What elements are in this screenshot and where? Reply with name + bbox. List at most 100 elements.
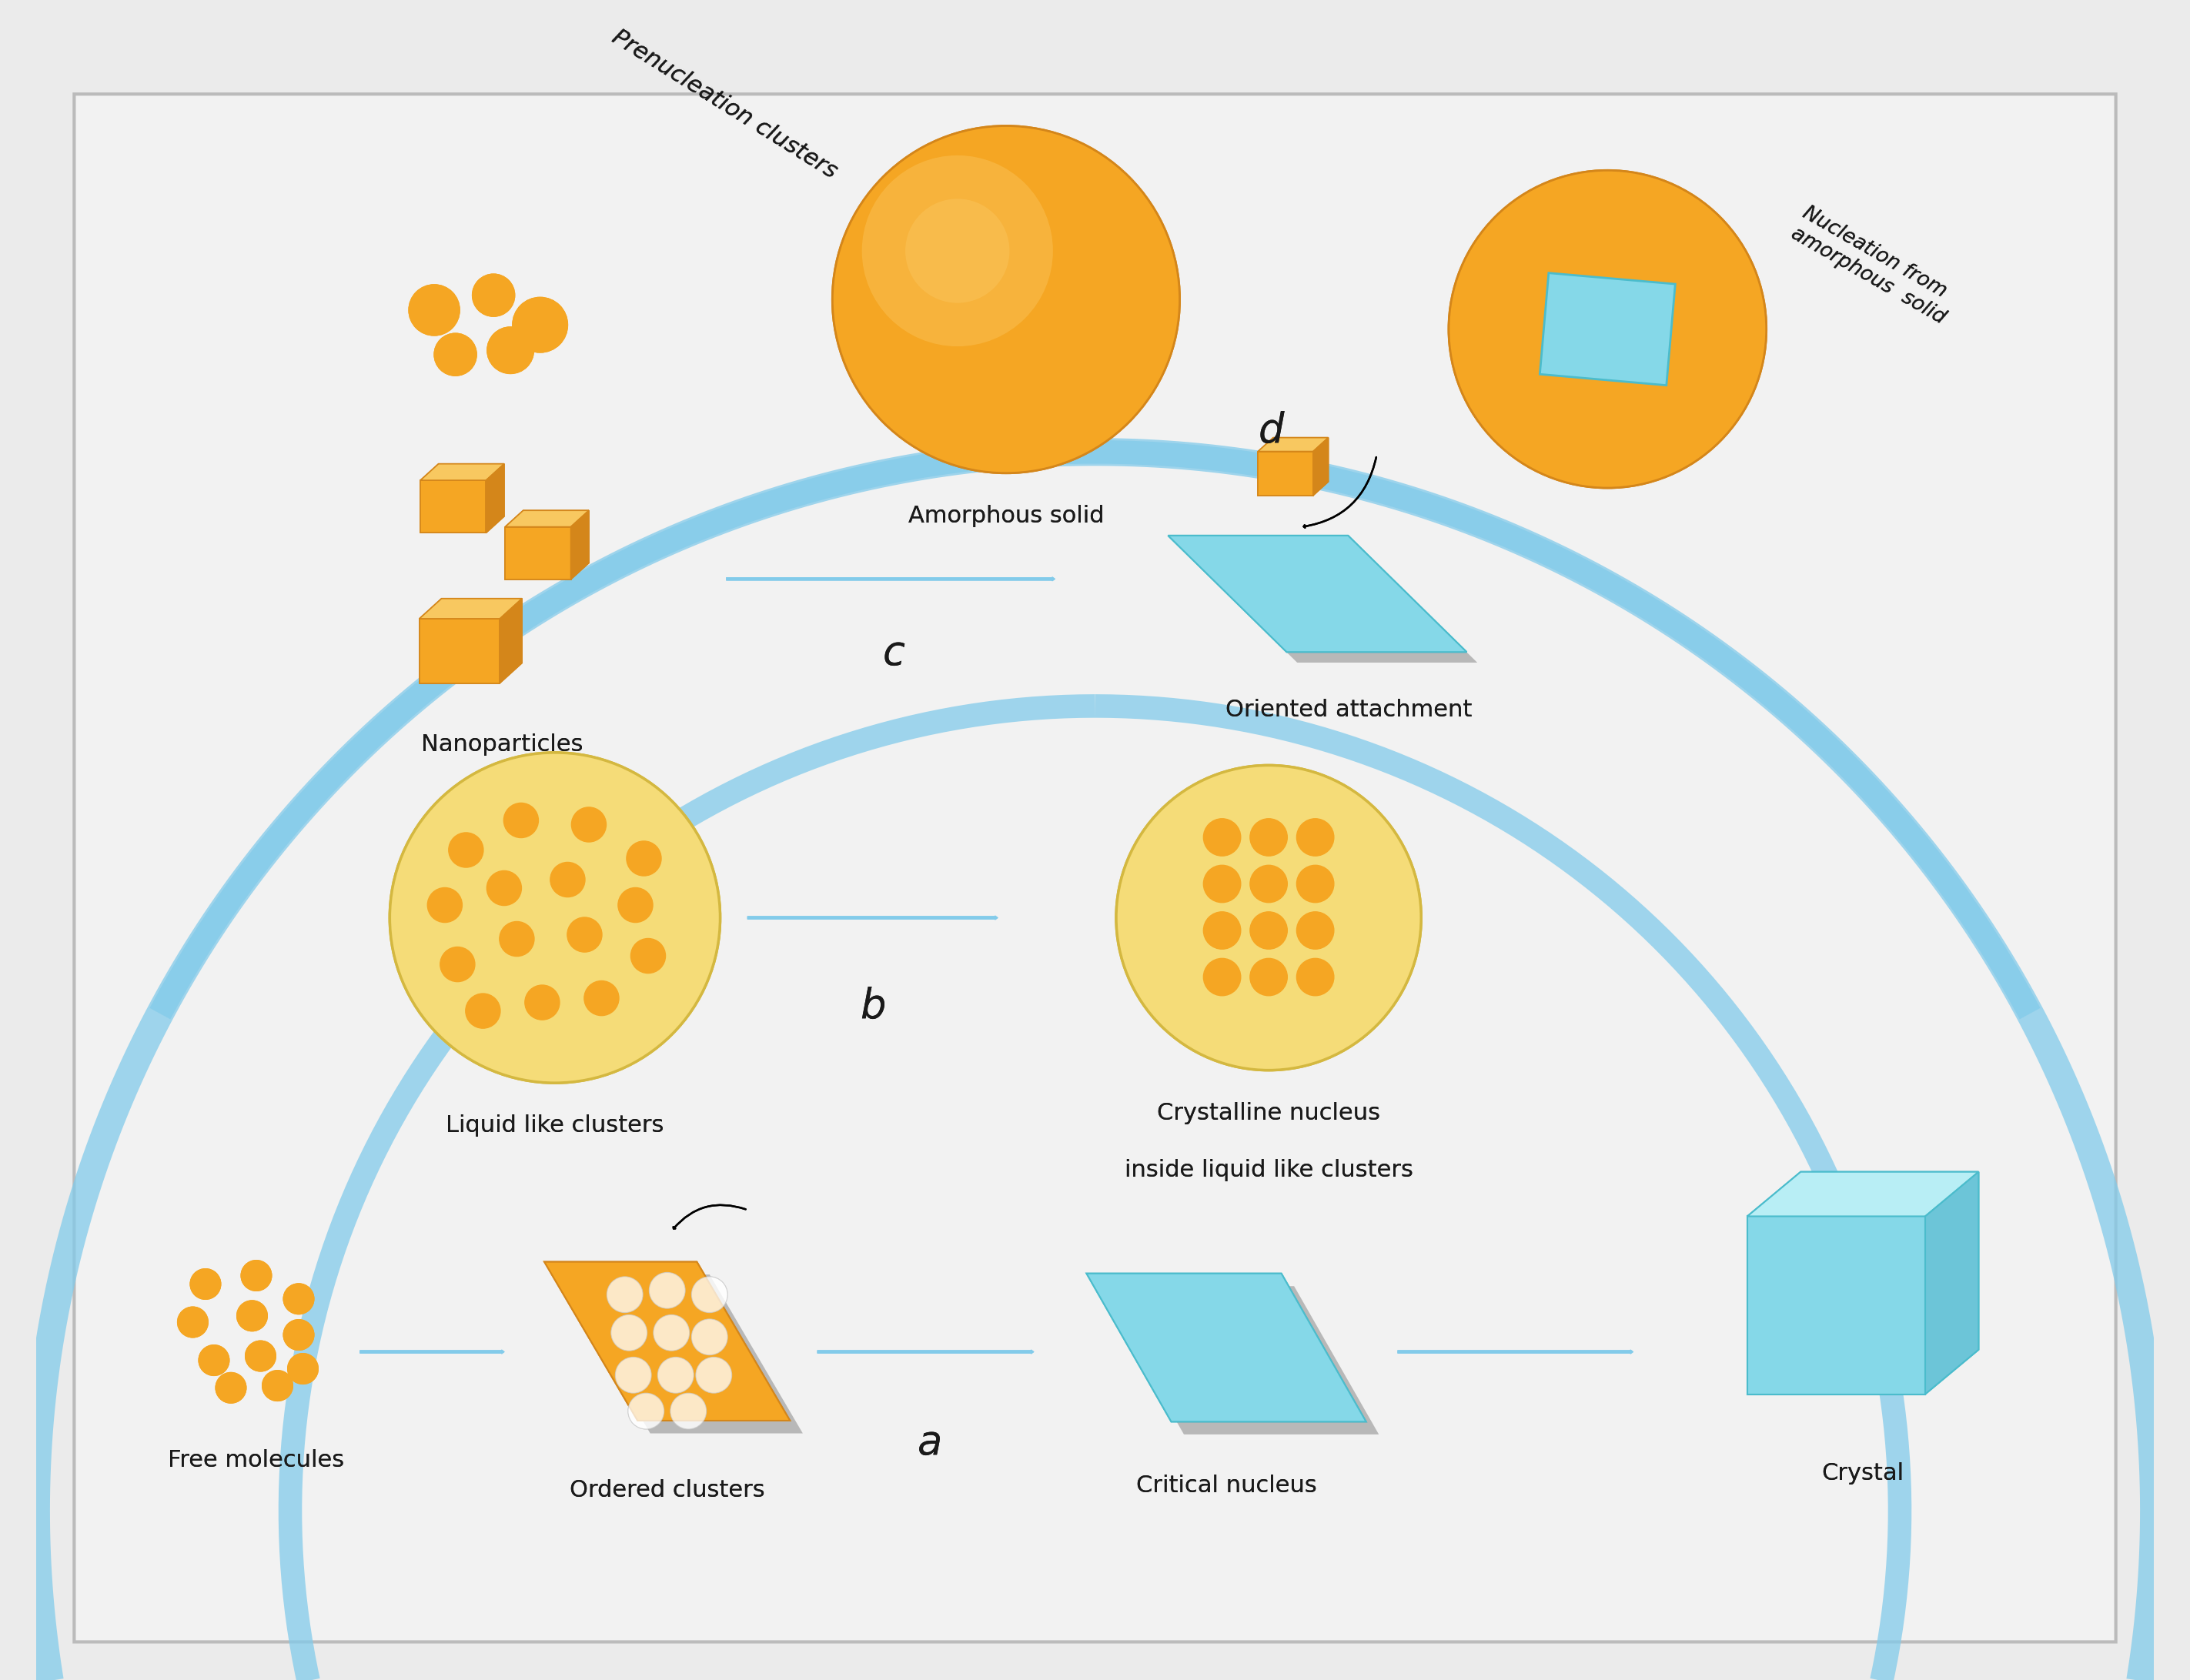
Circle shape bbox=[1250, 912, 1288, 949]
Polygon shape bbox=[499, 598, 521, 684]
Polygon shape bbox=[1748, 1173, 1978, 1216]
Circle shape bbox=[696, 1357, 731, 1393]
Circle shape bbox=[904, 198, 1010, 302]
Circle shape bbox=[863, 155, 1053, 346]
Text: Free molecules: Free molecules bbox=[169, 1450, 344, 1472]
Circle shape bbox=[486, 870, 521, 906]
Circle shape bbox=[199, 1346, 230, 1376]
Polygon shape bbox=[486, 464, 504, 533]
Circle shape bbox=[1296, 958, 1334, 996]
Circle shape bbox=[1250, 865, 1288, 902]
Circle shape bbox=[653, 1315, 690, 1351]
Polygon shape bbox=[420, 480, 486, 533]
Text: Liquid like clusters: Liquid like clusters bbox=[447, 1114, 664, 1137]
Circle shape bbox=[692, 1277, 727, 1312]
FancyArrowPatch shape bbox=[727, 578, 1056, 581]
Text: Prenucleation clusters: Prenucleation clusters bbox=[609, 25, 841, 183]
Circle shape bbox=[434, 333, 477, 376]
Circle shape bbox=[410, 284, 460, 336]
Circle shape bbox=[653, 1315, 690, 1351]
Circle shape bbox=[1296, 818, 1334, 855]
Circle shape bbox=[473, 274, 515, 316]
Text: Liquid like clusters: Liquid like clusters bbox=[447, 1114, 664, 1137]
Polygon shape bbox=[1099, 1287, 1380, 1435]
Circle shape bbox=[1296, 865, 1334, 902]
Polygon shape bbox=[572, 511, 589, 580]
Circle shape bbox=[832, 126, 1180, 474]
Circle shape bbox=[615, 1357, 650, 1393]
Polygon shape bbox=[420, 480, 486, 533]
Circle shape bbox=[499, 922, 534, 956]
Circle shape bbox=[177, 1307, 208, 1337]
Circle shape bbox=[618, 887, 653, 922]
Circle shape bbox=[1205, 912, 1242, 949]
Circle shape bbox=[611, 1315, 646, 1351]
Circle shape bbox=[512, 297, 567, 353]
Polygon shape bbox=[420, 464, 504, 480]
Text: inside liquid like clusters: inside liquid like clusters bbox=[1123, 1159, 1413, 1181]
Text: Critical nucleus: Critical nucleus bbox=[1137, 1475, 1316, 1497]
Circle shape bbox=[1205, 865, 1242, 902]
Polygon shape bbox=[486, 464, 504, 533]
Text: Nanoparticles: Nanoparticles bbox=[420, 734, 583, 756]
Circle shape bbox=[567, 917, 602, 953]
Text: a: a bbox=[918, 1423, 942, 1463]
Circle shape bbox=[585, 981, 620, 1016]
Polygon shape bbox=[1167, 536, 1467, 652]
Circle shape bbox=[191, 1268, 221, 1299]
FancyArrowPatch shape bbox=[727, 578, 1056, 581]
Polygon shape bbox=[1086, 1273, 1367, 1421]
Circle shape bbox=[904, 198, 1010, 302]
Circle shape bbox=[1296, 958, 1334, 996]
Polygon shape bbox=[1086, 1273, 1367, 1421]
Circle shape bbox=[215, 1373, 245, 1403]
Circle shape bbox=[427, 887, 462, 922]
Text: Oriented attachment: Oriented attachment bbox=[1226, 699, 1472, 721]
Circle shape bbox=[526, 984, 561, 1020]
Text: Crystal: Crystal bbox=[1822, 1462, 1903, 1483]
Circle shape bbox=[263, 1371, 293, 1401]
Circle shape bbox=[863, 155, 1053, 346]
Text: Amorphous solid: Amorphous solid bbox=[909, 506, 1104, 528]
Circle shape bbox=[241, 1260, 272, 1290]
Circle shape bbox=[245, 1341, 276, 1371]
Text: Critical nucleus: Critical nucleus bbox=[1137, 1475, 1316, 1497]
Text: c: c bbox=[883, 633, 904, 674]
Polygon shape bbox=[420, 618, 499, 684]
Polygon shape bbox=[1257, 452, 1314, 496]
FancyArrowPatch shape bbox=[817, 1351, 1034, 1354]
Text: Ordered clusters: Ordered clusters bbox=[569, 1478, 764, 1502]
Circle shape bbox=[283, 1284, 313, 1314]
Circle shape bbox=[390, 753, 721, 1084]
Circle shape bbox=[1205, 958, 1242, 996]
Polygon shape bbox=[506, 511, 589, 528]
Polygon shape bbox=[1167, 536, 1467, 652]
Circle shape bbox=[440, 948, 475, 981]
Polygon shape bbox=[420, 598, 521, 618]
Polygon shape bbox=[1257, 437, 1329, 452]
Polygon shape bbox=[420, 598, 521, 618]
Polygon shape bbox=[1314, 437, 1329, 496]
Circle shape bbox=[607, 1277, 644, 1312]
Circle shape bbox=[241, 1260, 272, 1290]
Polygon shape bbox=[545, 1262, 791, 1421]
Text: Nucleation from
amorphous  solid: Nucleation from amorphous solid bbox=[1787, 203, 1960, 328]
Circle shape bbox=[287, 1354, 318, 1384]
FancyArrowPatch shape bbox=[747, 916, 999, 919]
Polygon shape bbox=[506, 511, 589, 528]
Circle shape bbox=[215, 1373, 245, 1403]
Circle shape bbox=[283, 1284, 313, 1314]
Text: c: c bbox=[883, 633, 904, 674]
Circle shape bbox=[1296, 865, 1334, 902]
Circle shape bbox=[1450, 170, 1767, 487]
Circle shape bbox=[657, 1357, 694, 1393]
Circle shape bbox=[191, 1268, 221, 1299]
Circle shape bbox=[692, 1319, 727, 1356]
Circle shape bbox=[1296, 818, 1334, 855]
Text: a: a bbox=[918, 1423, 942, 1463]
Text: Crystal: Crystal bbox=[1822, 1462, 1903, 1483]
Circle shape bbox=[390, 753, 721, 1084]
Circle shape bbox=[696, 1357, 731, 1393]
Circle shape bbox=[585, 981, 620, 1016]
Circle shape bbox=[1205, 865, 1242, 902]
